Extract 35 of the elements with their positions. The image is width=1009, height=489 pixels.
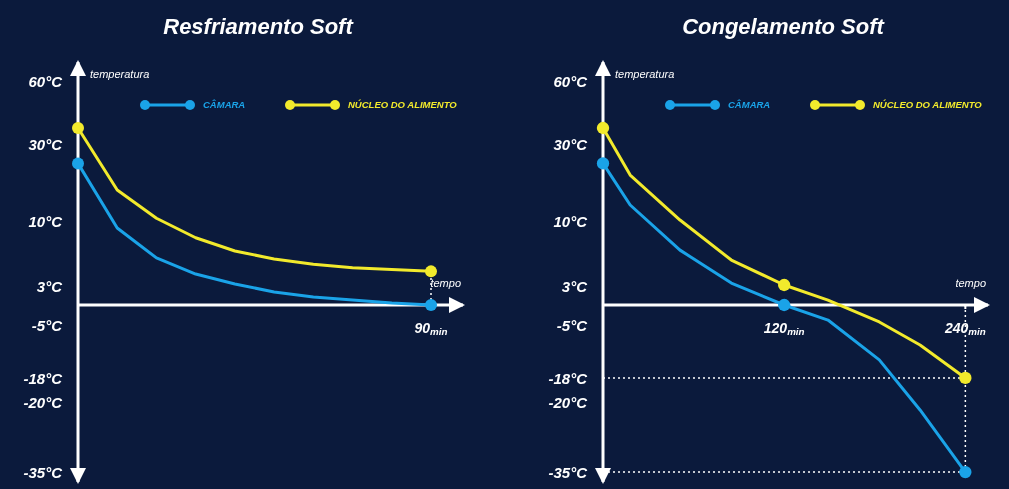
legend-label: CÂMARA bbox=[728, 99, 771, 111]
point bbox=[959, 465, 972, 479]
point bbox=[778, 298, 791, 312]
y-axis-title: temperatura bbox=[90, 68, 150, 80]
text: 30°C bbox=[553, 136, 589, 154]
y-axis-title: temperatura bbox=[615, 68, 675, 80]
legend-label: NÚCLEO DO ALIMENTO bbox=[348, 99, 458, 111]
text: 3°C bbox=[561, 278, 589, 296]
legend-label: NÚCLEO DO ALIMENTO bbox=[873, 99, 983, 111]
text: 90$_{min}$ bbox=[414, 320, 448, 337]
chart-title: Resfriamento Soft bbox=[163, 14, 355, 39]
x-tick-label: 240$_{min}$ bbox=[943, 320, 986, 337]
text: 30°C bbox=[28, 136, 64, 154]
point bbox=[596, 121, 610, 135]
legend-label: CÂMARA bbox=[203, 99, 246, 111]
text: -5°C bbox=[556, 317, 589, 335]
text: 3°C bbox=[36, 278, 64, 296]
x-axis-title: tempo bbox=[430, 277, 461, 289]
point bbox=[778, 278, 791, 292]
text: 60°C bbox=[28, 73, 64, 91]
x-axis-title: tempo bbox=[955, 277, 986, 289]
text: -35°C bbox=[23, 464, 64, 482]
text: -18°C bbox=[23, 370, 64, 388]
point bbox=[596, 157, 610, 170]
text: -35°C bbox=[548, 464, 589, 482]
x-tick-label: 120$_{min}$ bbox=[763, 320, 805, 337]
text: -20°C bbox=[23, 394, 64, 412]
text: -5°C bbox=[31, 317, 64, 335]
text: 60°C bbox=[553, 73, 589, 91]
point bbox=[959, 371, 972, 385]
text: -20°C bbox=[548, 394, 589, 412]
text: -18°C bbox=[548, 370, 589, 388]
chart-title: Congelamento Soft bbox=[682, 14, 886, 39]
text: 10°C bbox=[553, 213, 589, 231]
text: 10°C bbox=[28, 213, 64, 231]
